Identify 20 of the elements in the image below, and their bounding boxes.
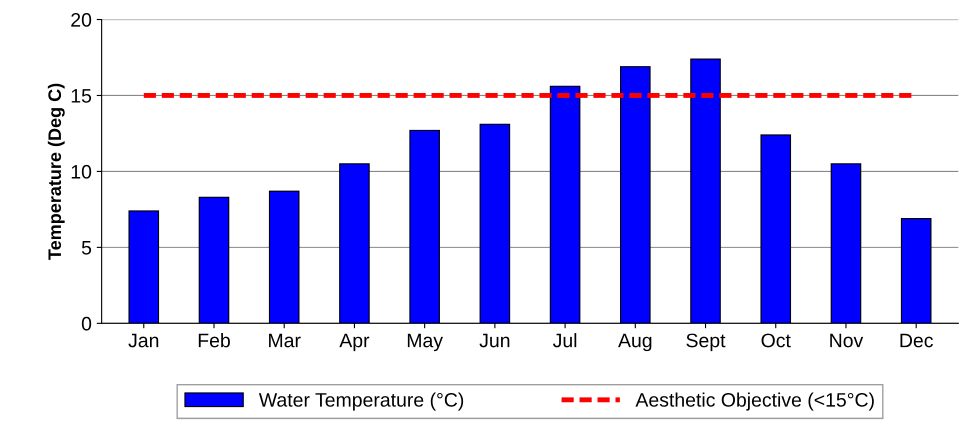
- legend-label: Aesthetic Objective (<15°C): [635, 392, 874, 411]
- x-tick-label: Apr: [339, 334, 370, 352]
- x-tick-label: Oct: [762, 334, 791, 348]
- x-tick-label: Aug: [618, 334, 652, 352]
- y-tick-label: 20: [71, 13, 92, 27]
- y-tick-label: 5: [82, 241, 92, 255]
- y-tick-label: 15: [72, 89, 92, 103]
- x-tick-label: Nov: [830, 334, 864, 348]
- x-tick-label: Mar: [269, 334, 301, 348]
- x-tick-label: Feb: [198, 333, 230, 348]
- x-tick-label: Jul: [552, 333, 576, 348]
- y-tick-label: 0: [82, 316, 92, 331]
- legend-label: Water Temperature (°C): [258, 392, 464, 411]
- x-tick-label: Dec: [900, 334, 933, 348]
- x-tick-label: May: [408, 334, 443, 352]
- y-axis-title: Temperature (Deg C): [48, 84, 65, 260]
- x-tick-label: Jan: [128, 334, 158, 348]
- x-tick-label: Jun: [480, 334, 510, 348]
- y-tick-label: 10: [72, 164, 92, 179]
- x-tick-label: Sept: [686, 334, 726, 352]
